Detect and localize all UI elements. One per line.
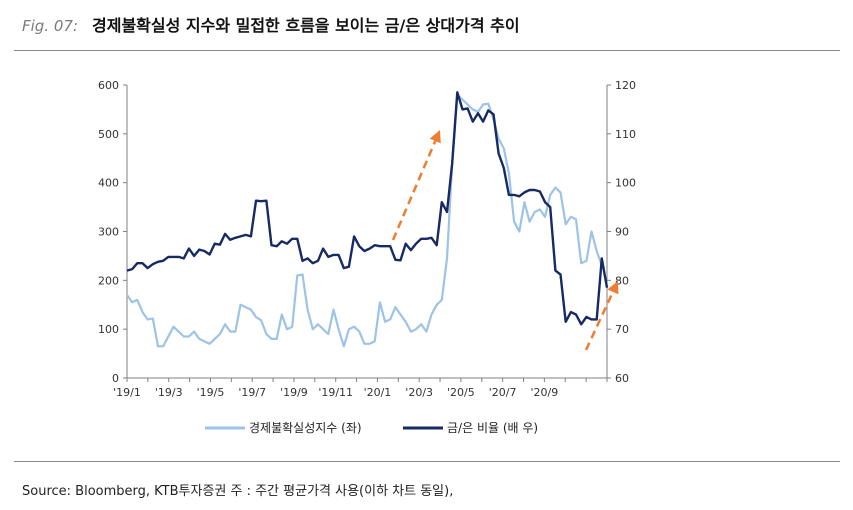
top-divider: [14, 50, 840, 51]
x-tick-label: '20/9: [531, 386, 559, 399]
trend-arrow-shaft: [391, 140, 437, 241]
chart-area: 0 100 200 300 400 500 600 60 70 80 90 100 110 120 '19/…: [98, 79, 636, 435]
x-tick-label: '19/3: [155, 386, 183, 399]
gold-silver-ratio-line: [126, 91, 609, 326]
y-left-tick-label: 400: [98, 177, 119, 190]
y-right-tick-label: 110: [615, 128, 636, 141]
figure-title: 경제불확실성 지수와 밀접한 흐름을 보이는 금/은 상대가격 추이: [92, 16, 520, 35]
y-left-tick-label: 300: [98, 226, 119, 239]
legend-gold-silver-label: 금/은 비율 (배 우): [447, 421, 538, 435]
figure-header: Fig. 07: 경제불확실성 지수와 밀접한 흐름을 보이는 금/은 상대가격…: [22, 12, 520, 40]
x-tick-label: '19/5: [197, 386, 225, 399]
x-tick-label: '19/11: [318, 386, 353, 399]
x-tick-label: '20/3: [405, 386, 433, 399]
legend-uncertainty-label: 경제불확실성지수 (좌): [249, 421, 362, 435]
y-left-tick-label: 100: [98, 323, 119, 336]
trend-arrows: [391, 130, 619, 351]
legend: 경제불확실성지수 (좌) 금/은 비율 (배 우): [205, 421, 538, 435]
y-right-tick-label: 90: [615, 226, 629, 239]
trend-arrow-head: [429, 130, 441, 144]
y-left-tick-label: 0: [112, 372, 119, 385]
axes: 0 100 200 300 400 500 600 60 70 80 90 100 110 120 '19/…: [98, 79, 636, 399]
y-left-tick-label: 600: [98, 79, 119, 92]
uncertainty-index-line: [126, 93, 603, 348]
x-tick-label: '20/5: [447, 386, 475, 399]
x-tick-label: '19/7: [238, 386, 266, 399]
y-left-tick-label: 200: [98, 274, 119, 287]
x-tick-label: '19/9: [280, 386, 308, 399]
y-left-tick-label: 500: [98, 128, 119, 141]
series-lines: [126, 91, 609, 348]
trend-arrow-head: [607, 281, 619, 295]
x-tick-label: '20/7: [489, 386, 517, 399]
source-note: Source: Bloomberg, KTB투자증권 주 : 주간 평균가격 사…: [22, 484, 454, 499]
figure-number: Fig. 07:: [22, 17, 78, 35]
y-right-tick-label: 70: [615, 323, 629, 336]
y-right-tick-label: 80: [615, 274, 629, 287]
bottom-divider: [14, 461, 840, 462]
y-right-tick-label: 60: [615, 372, 629, 385]
x-tick-label: '19/1: [113, 386, 141, 399]
y-right-tick-label: 100: [615, 177, 636, 190]
trend-arrow-shaft: [584, 291, 615, 351]
y-right-tick-label: 120: [615, 79, 636, 92]
x-tick-label: '20/1: [364, 386, 392, 399]
